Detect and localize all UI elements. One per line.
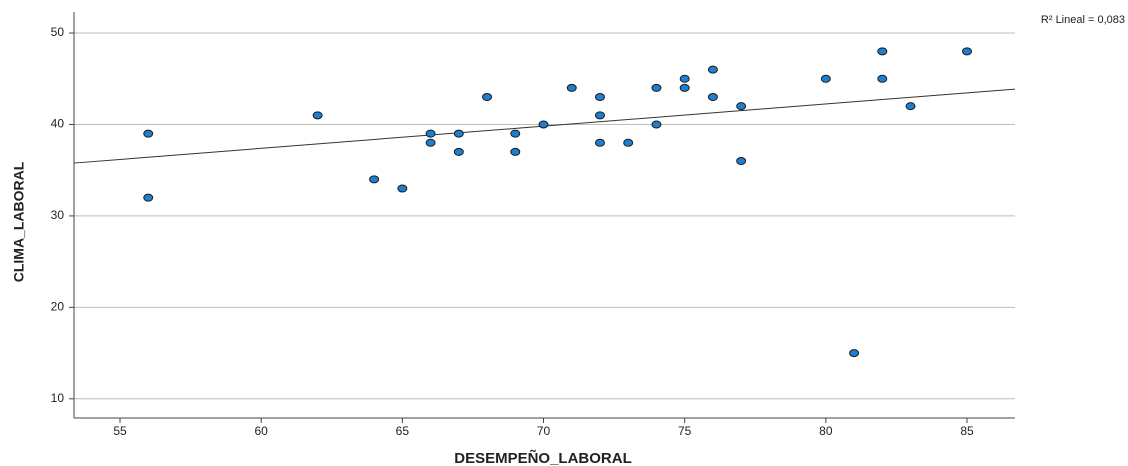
data-point	[425, 138, 436, 147]
y-tick-label: 30	[51, 208, 65, 222]
data-point	[312, 111, 323, 120]
data-point	[651, 83, 662, 92]
data-point	[905, 102, 916, 111]
data-point	[820, 74, 831, 83]
data-point	[736, 102, 747, 111]
x-tick-label: 70	[537, 424, 551, 438]
y-tick-label: 50	[51, 25, 65, 39]
data-point	[397, 184, 408, 193]
y-tick-label: 10	[51, 391, 65, 405]
data-point	[679, 83, 690, 92]
data-point	[453, 147, 464, 156]
data-point	[594, 93, 605, 102]
data-point	[849, 349, 860, 358]
data-point	[510, 147, 521, 156]
data-point	[143, 193, 154, 202]
data-point	[623, 138, 634, 147]
data-point	[877, 74, 888, 83]
x-axis-title: DESEMPEÑO_LABORAL	[454, 449, 632, 466]
x-tick-label: 65	[396, 424, 410, 438]
data-point	[962, 47, 973, 56]
x-tick-label: 55	[113, 424, 127, 438]
r2-annotation: R² Lineal = 0,083	[1041, 14, 1125, 26]
data-point	[679, 74, 690, 83]
x-tick-label: 75	[678, 424, 692, 438]
data-point	[594, 111, 605, 120]
data-point	[510, 129, 521, 138]
data-point	[566, 83, 577, 92]
x-tick-label: 85	[960, 424, 974, 438]
data-point	[425, 129, 436, 138]
data-point	[594, 138, 605, 147]
data-point	[707, 93, 718, 102]
data-point	[453, 129, 464, 138]
data-point	[369, 175, 380, 184]
data-point	[538, 120, 549, 129]
data-point	[143, 129, 154, 138]
data-point	[482, 93, 493, 102]
data-point	[736, 157, 747, 166]
y-tick-label: 20	[51, 300, 65, 314]
y-tick-label: 40	[51, 117, 65, 131]
y-axis-title: CLIMA_LABORAL	[11, 161, 27, 282]
x-tick-label: 60	[255, 424, 269, 438]
x-tick-label: 80	[819, 424, 833, 438]
data-point	[707, 65, 718, 74]
data-point	[877, 47, 888, 56]
data-point	[651, 120, 662, 129]
